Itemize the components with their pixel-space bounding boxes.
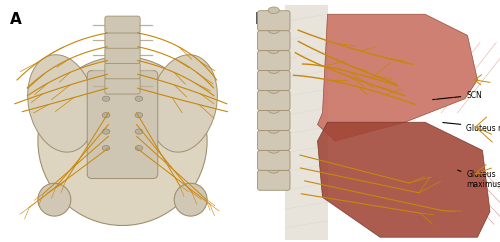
Circle shape [174, 183, 207, 216]
Text: SCN: SCN [433, 91, 482, 100]
Ellipse shape [102, 129, 110, 134]
Ellipse shape [268, 87, 280, 93]
FancyBboxPatch shape [258, 150, 290, 170]
FancyBboxPatch shape [88, 71, 158, 179]
Polygon shape [318, 14, 478, 141]
FancyBboxPatch shape [258, 31, 290, 51]
FancyBboxPatch shape [258, 71, 290, 91]
Ellipse shape [102, 113, 110, 118]
Ellipse shape [268, 7, 280, 14]
FancyBboxPatch shape [258, 91, 290, 110]
Ellipse shape [135, 113, 142, 118]
FancyBboxPatch shape [258, 170, 290, 190]
Ellipse shape [268, 67, 280, 73]
FancyBboxPatch shape [258, 130, 290, 150]
Ellipse shape [268, 166, 280, 173]
FancyBboxPatch shape [105, 77, 140, 94]
Ellipse shape [135, 145, 142, 151]
Text: A: A [10, 12, 22, 27]
Text: Gluteus
maximus: Gluteus maximus [458, 170, 500, 189]
Polygon shape [318, 122, 490, 237]
Ellipse shape [268, 127, 280, 133]
Circle shape [38, 183, 71, 216]
FancyBboxPatch shape [258, 51, 290, 71]
Ellipse shape [102, 145, 110, 151]
Ellipse shape [28, 55, 95, 152]
Ellipse shape [268, 47, 280, 53]
Ellipse shape [268, 107, 280, 113]
Ellipse shape [38, 56, 207, 226]
FancyBboxPatch shape [258, 110, 290, 130]
Bar [285, 5, 328, 240]
FancyBboxPatch shape [105, 16, 140, 33]
Ellipse shape [268, 27, 280, 33]
Ellipse shape [135, 96, 142, 101]
Ellipse shape [135, 129, 142, 134]
Ellipse shape [150, 55, 218, 152]
Ellipse shape [268, 147, 280, 153]
Ellipse shape [102, 96, 110, 101]
FancyBboxPatch shape [258, 11, 290, 31]
Text: B: B [255, 12, 266, 27]
FancyBboxPatch shape [105, 31, 140, 48]
Text: Gluteus medius: Gluteus medius [443, 122, 500, 133]
FancyBboxPatch shape [105, 62, 140, 79]
FancyBboxPatch shape [105, 47, 140, 63]
